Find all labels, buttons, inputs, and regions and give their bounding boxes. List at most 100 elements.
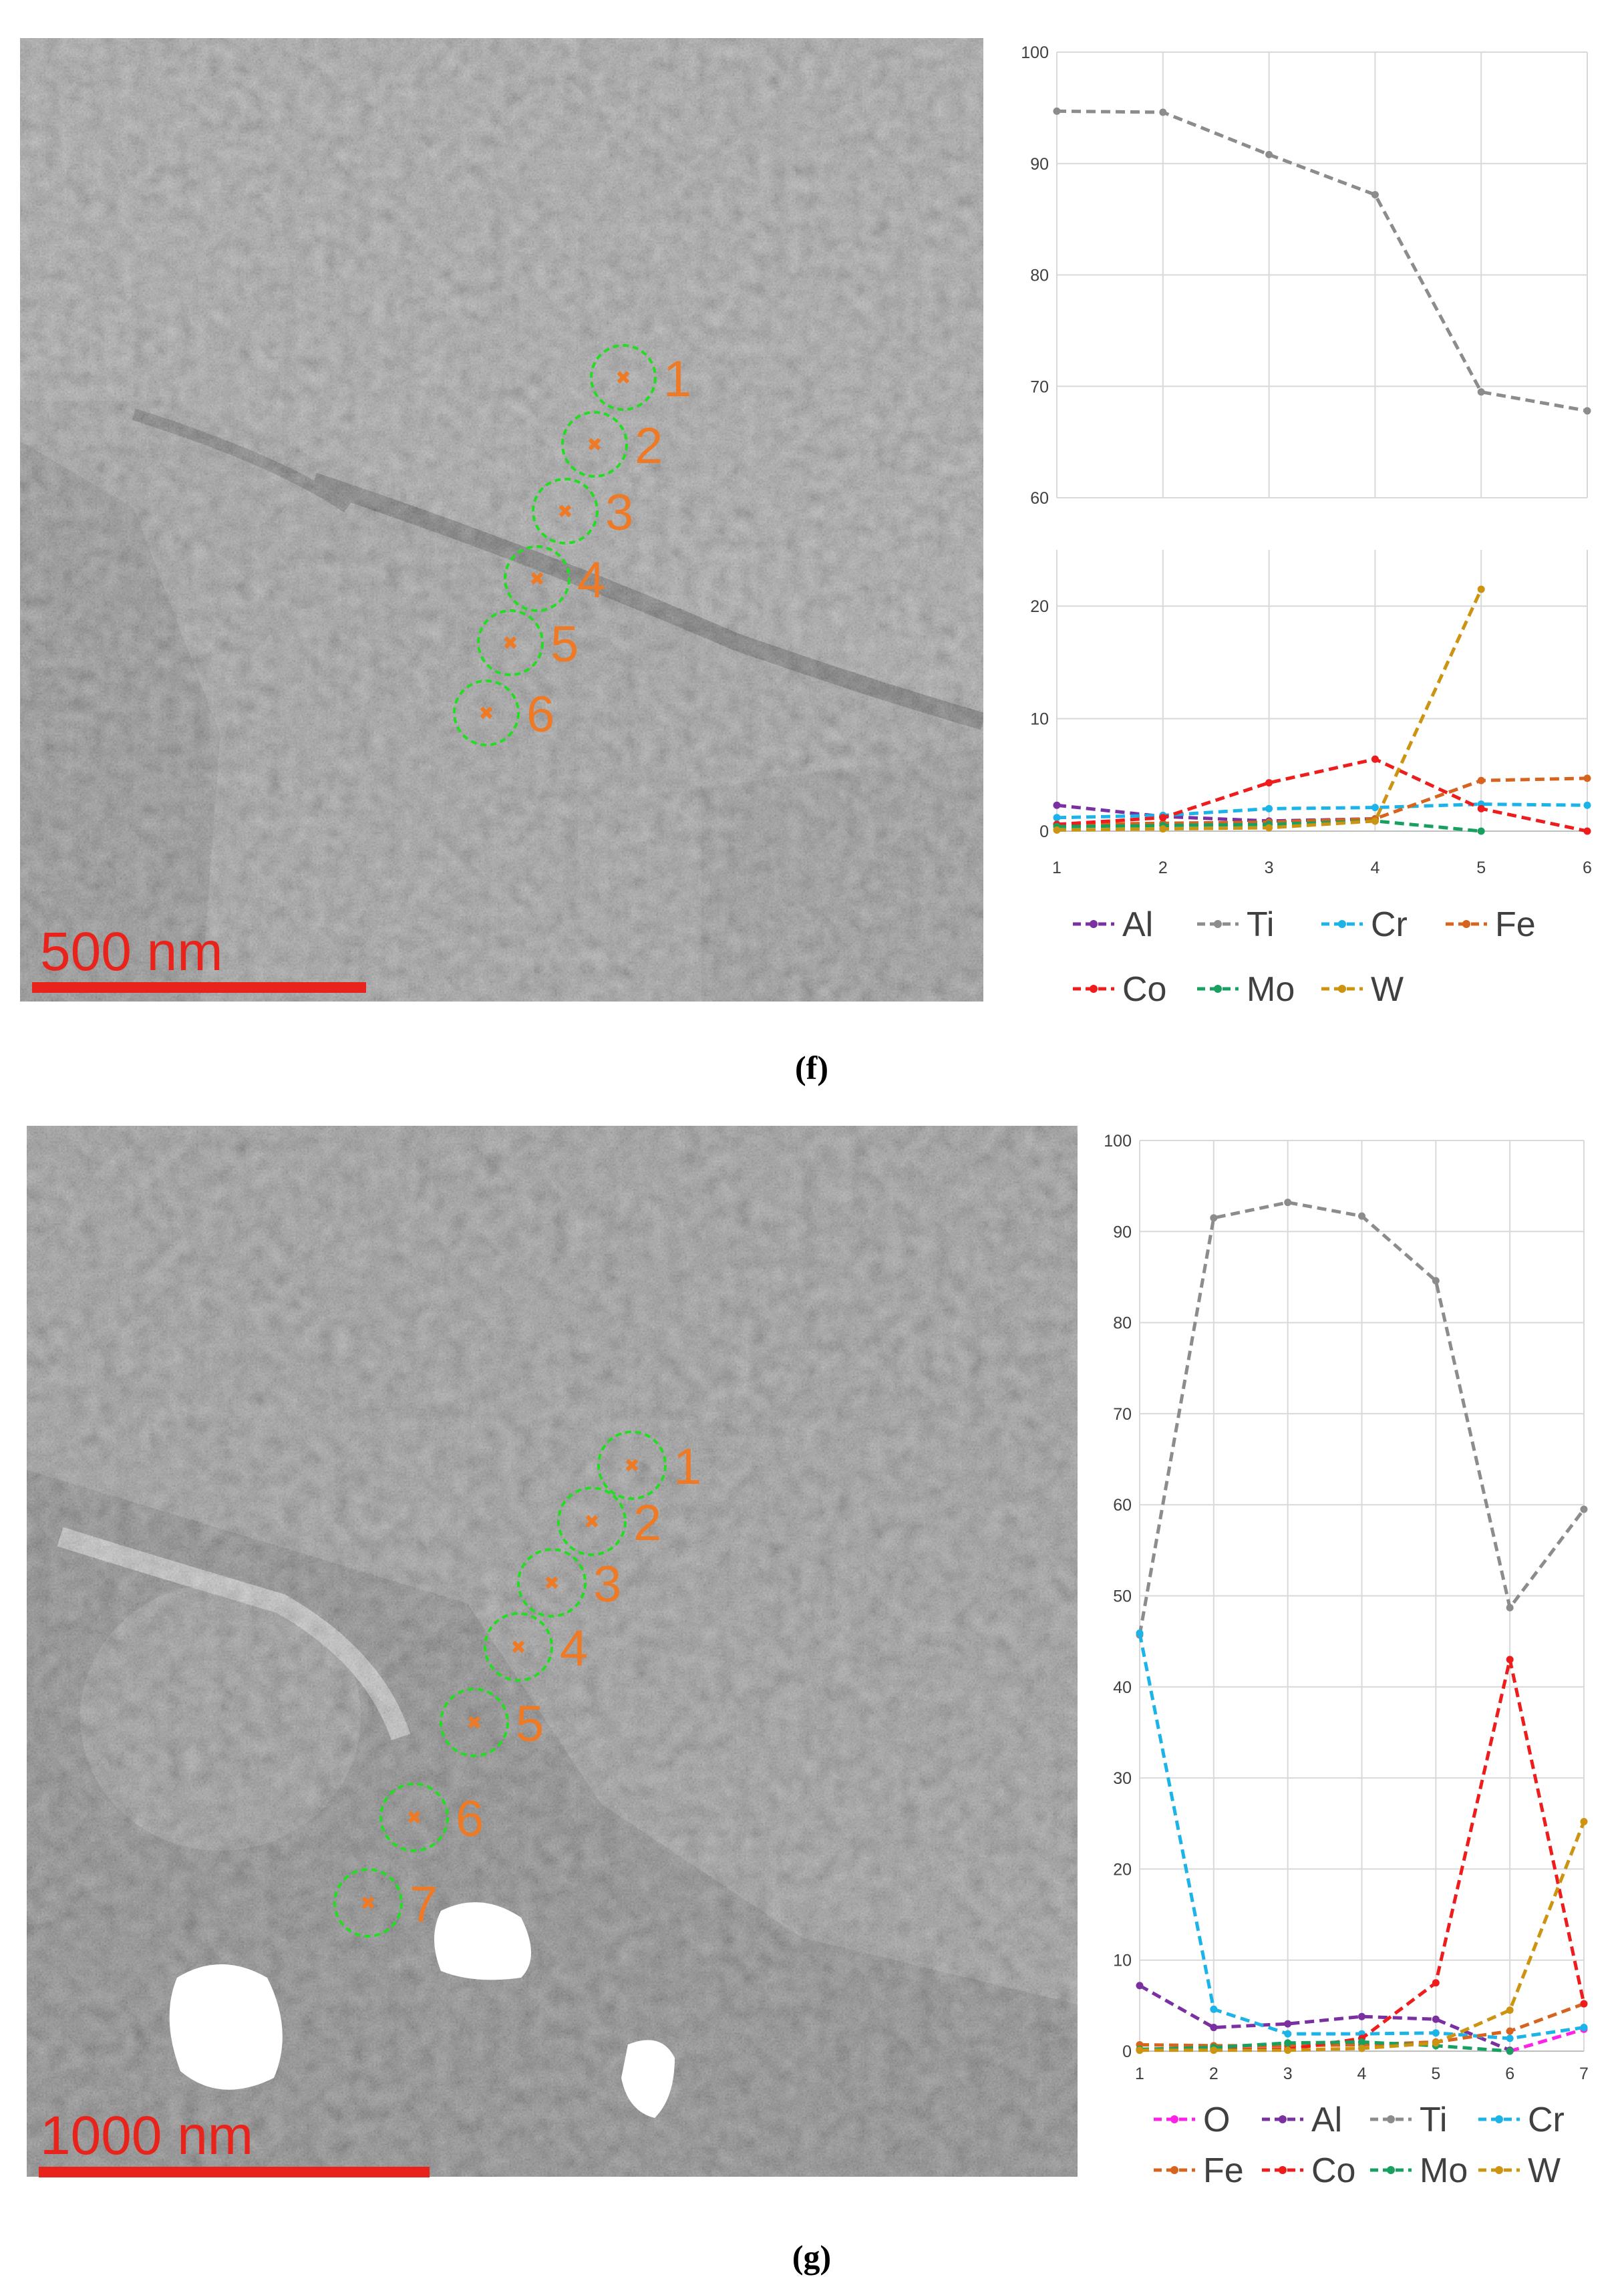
g-legend-label: Co — [1311, 2151, 1355, 2190]
scale-bar-g-label: 1000 nm — [40, 2105, 253, 2166]
f-legend-dot — [1338, 920, 1346, 928]
f-lower-ytick-label: 10 — [1030, 710, 1049, 729]
f-xtick-label: 1 — [1052, 859, 1062, 877]
g-legend-Co: Co — [1262, 2151, 1355, 2190]
f-lower-point-Cr — [1583, 801, 1591, 809]
f-legend-Mo: Mo — [1197, 970, 1295, 1009]
g-marker-label: 3 — [593, 1556, 621, 1613]
f-upper-series-Ti — [1053, 107, 1591, 415]
g-point-Cr — [1506, 2034, 1514, 2042]
f-lower-series-W — [1053, 585, 1485, 834]
g-series-W — [1136, 1818, 1588, 2054]
g-marker-cross: ✖ — [406, 1807, 422, 1829]
f-lower-point-W — [1371, 817, 1379, 825]
g-ytick-label: 60 — [1113, 1496, 1132, 1515]
g-legend-label: Fe — [1203, 2151, 1244, 2190]
f-lower-point-Cr — [1265, 804, 1273, 812]
f-lower-point-Co — [1371, 755, 1379, 763]
f-lower-point-Cr — [1053, 814, 1061, 822]
f-legend-Co: Co — [1073, 970, 1166, 1009]
g-marker-circle — [597, 1430, 667, 1500]
f-lower-point-Co — [1583, 827, 1591, 835]
g-marker-4: ✖ 4 — [484, 1612, 588, 1682]
f-marker-1: ✖ 1 — [590, 344, 691, 411]
f-upper-ytick-label: 100 — [1021, 43, 1049, 62]
g-point-W — [1506, 2006, 1514, 2014]
f-lower-point-Cr — [1371, 804, 1379, 812]
g-marker-3: ✖ 3 — [517, 1548, 621, 1618]
g-point-Co — [1506, 1656, 1514, 1664]
g-ytick-label: 20 — [1113, 1860, 1132, 1879]
g-point-Ti — [1580, 1505, 1588, 1513]
panel-label-g: (g) — [792, 2238, 831, 2276]
f-legend-label: Ti — [1247, 905, 1274, 944]
g-xtick-label: 3 — [1283, 2065, 1293, 2083]
f-upper-line-Ti — [1056, 109, 1588, 413]
scale-bar-f: 500 nm — [32, 921, 366, 993]
f-marker-circle — [590, 344, 657, 411]
f-upper-point-Ti — [1583, 407, 1591, 415]
g-marker-cross: ✖ — [544, 1572, 559, 1594]
g-marker-circle — [517, 1548, 587, 1618]
g-line-O — [1509, 2027, 1585, 2053]
f-legend-dot — [1214, 920, 1222, 928]
f-xtick-label: 5 — [1476, 859, 1486, 877]
f-legend-dot — [1214, 985, 1222, 993]
g-point-W — [1210, 2046, 1218, 2054]
chart-g: 0 10 20 30 40 50 60 70 80 90 100 1 2 3 4 5 6 7 O Al Ti Cr Fe Co… — [1104, 1132, 1589, 2190]
g-marker-1: ✖ 1 — [597, 1430, 701, 1500]
g-point-Al — [1136, 1982, 1144, 1990]
f-lower-point-W — [1159, 825, 1167, 833]
f-legend-dot — [1462, 920, 1470, 928]
f-marker-cross: ✖ — [529, 568, 544, 590]
f-marker-circle — [561, 411, 628, 478]
g-legend-Fe: Fe — [1154, 2151, 1244, 2190]
f-legend-dot — [1090, 920, 1098, 928]
g-legend-dot — [1170, 2115, 1178, 2123]
f-lower-point-Co — [1477, 804, 1485, 812]
f-upper-ytick-label: 80 — [1030, 267, 1049, 285]
f-marker-cross: ✖ — [478, 702, 494, 724]
f-legend-dot — [1338, 985, 1346, 993]
f-legend-Fe: Fe — [1446, 905, 1536, 944]
g-marker-circle — [557, 1487, 627, 1556]
g-point-Ti — [1210, 1214, 1218, 1222]
f-legend-label: Mo — [1247, 970, 1295, 1009]
f-upper-ytick-label: 60 — [1030, 489, 1049, 508]
g-ytick-label: 80 — [1113, 1314, 1132, 1333]
g-marker-circle — [484, 1612, 553, 1682]
f-xtick-label: 6 — [1583, 859, 1592, 877]
f-lower-line-Cr — [1056, 802, 1588, 820]
g-legend-Mo: Mo — [1370, 2151, 1468, 2190]
g-point-Mo — [1506, 2047, 1514, 2055]
g-legend-Cr: Cr — [1478, 2101, 1565, 2139]
g-legend-dot — [1279, 2166, 1287, 2174]
g-point-Cr — [1432, 2029, 1440, 2037]
f-upper-ytick-label: 70 — [1030, 377, 1049, 396]
f-lower-point-Co — [1265, 779, 1273, 787]
g-marker-label: 7 — [410, 1876, 438, 1933]
f-marker-4: ✖ 4 — [504, 545, 605, 612]
f-legend-label: W — [1371, 970, 1404, 1009]
f-marker-circle — [453, 679, 520, 746]
scale-bar-g: 1000 nm — [39, 2105, 430, 2177]
markers-g: ✖ 1✖ 2✖ 3✖ 4✖ 5✖ 6✖ 7 — [333, 1430, 701, 1938]
g-ytick-label: 0 — [1122, 2042, 1132, 2061]
f-marker-cross: ✖ — [557, 500, 573, 522]
g-point-Ti — [1432, 1277, 1440, 1285]
g-legend-dot — [1279, 2115, 1287, 2123]
g-point-Cr — [1284, 2030, 1292, 2038]
g-legend-Ti: Ti — [1370, 2101, 1447, 2139]
g-marker-7: ✖ 7 — [333, 1868, 438, 1938]
g-xtick-label: 2 — [1209, 2065, 1219, 2083]
g-marker-label: 4 — [560, 1620, 588, 1677]
f-lower-point-W — [1265, 824, 1273, 832]
f-marker-5: ✖ 5 — [477, 609, 579, 676]
g-point-Ti — [1506, 1604, 1514, 1612]
f-marker-label: 2 — [635, 418, 663, 474]
g-legend-dot — [1387, 2115, 1395, 2123]
g-marker-circle — [440, 1688, 509, 1757]
f-upper-point-Ti — [1371, 190, 1379, 198]
f-legend-Ti: Ti — [1197, 905, 1274, 944]
